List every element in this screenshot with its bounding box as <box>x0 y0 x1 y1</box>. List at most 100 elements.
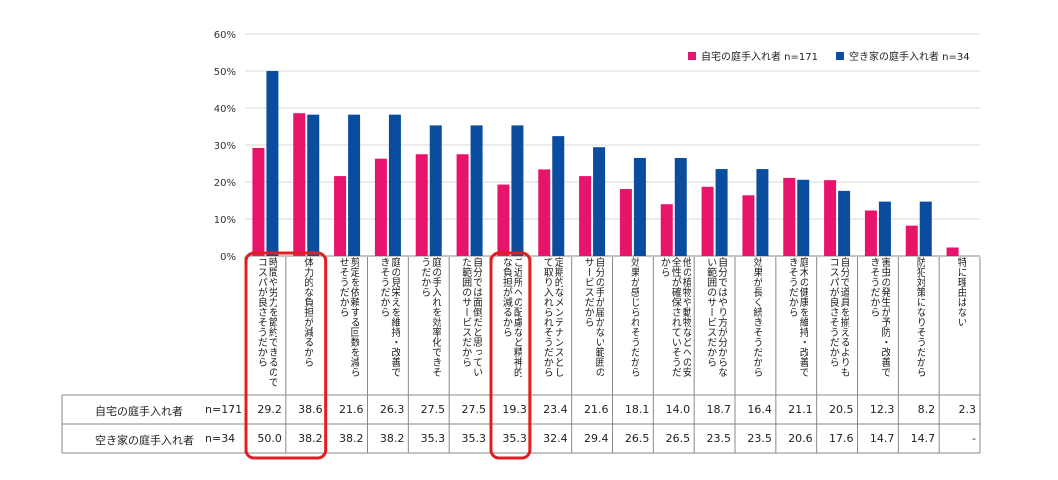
bar-vacant <box>633 157 646 256</box>
x-category-label: 庭木の健康を維持・改善で きそうだから <box>786 257 809 377</box>
bar-home <box>619 189 632 256</box>
bar-home <box>456 154 469 256</box>
data-cell: 21.6 <box>338 403 364 416</box>
bar-home <box>701 186 714 256</box>
bar-home <box>946 247 959 256</box>
data-cell: 23.5 <box>747 432 772 445</box>
data-cell: 35.3 <box>461 432 486 445</box>
bar-vacant <box>307 114 320 256</box>
data-cell: 50.0 <box>257 432 282 445</box>
x-category-label: 庭の見栄えを維持・改善で きそうだから <box>377 257 400 377</box>
data-cell: 35.3 <box>502 432 527 445</box>
legend-swatch <box>836 51 844 60</box>
x-category-label: 自分では面倒だと思ってい た範囲のサービスだから <box>459 257 482 377</box>
bar-vacant <box>429 125 442 256</box>
data-cell: 16.4 <box>747 403 772 416</box>
data-cell: 38.6 <box>298 403 323 416</box>
highlight-box <box>489 251 532 460</box>
legend-item: 空き家の庭手入れ者 n=34 <box>836 48 970 63</box>
x-category-label: 自分ではやり方が分からな い範囲のサービスだから <box>704 257 727 377</box>
data-cell: 14.7 <box>869 432 895 445</box>
data-cell: 14.0 <box>665 403 691 416</box>
highlight-box <box>244 251 328 460</box>
x-category-label: 防犯対策になりそうだから <box>914 257 926 377</box>
data-cell: 27.5 <box>420 403 446 416</box>
data-cell: 29.4 <box>583 432 609 445</box>
bar-home <box>538 169 551 256</box>
bar-home <box>905 225 918 256</box>
bar-home <box>334 176 347 256</box>
data-cell: 26.3 <box>379 403 405 416</box>
data-cell: - <box>972 432 976 445</box>
x-category-label: 他の植物や動物などへの安 全性が確保されていそうだ から <box>658 257 692 377</box>
x-category-label: 特に理由はない <box>955 257 967 327</box>
row-label-vacant: 空き家の庭手入れ者 <box>95 434 194 447</box>
bar-vacant <box>266 71 279 256</box>
y-tick-label: 0% <box>220 252 236 263</box>
bar-home <box>579 176 592 256</box>
data-cell: 20.5 <box>828 403 854 416</box>
data-cell: 12.3 <box>869 403 895 416</box>
data-cell: 35.3 <box>420 432 446 445</box>
bar-vacant <box>878 201 891 256</box>
bar-home <box>742 195 755 256</box>
y-tick-label: 20% <box>214 178 236 189</box>
data-cell: 17.6 <box>828 432 854 445</box>
legend-label: 空き家の庭手入れ者 n=34 <box>849 52 970 63</box>
data-cell: 23.4 <box>543 403 568 416</box>
bar-home <box>252 147 265 256</box>
y-tick-label: 60% <box>214 30 236 41</box>
data-cell: 23.5 <box>706 432 731 445</box>
row-label-home: 自宅の庭手入れ者 <box>95 405 183 418</box>
x-category-label: 効果が長く続きそうだから <box>750 257 762 377</box>
bar-home <box>824 180 837 256</box>
bar-home <box>660 204 673 256</box>
bar-home <box>374 158 387 256</box>
data-cell: 21.6 <box>583 403 609 416</box>
data-cell: 26.5 <box>624 432 650 445</box>
data-cell: 38.2 <box>338 432 364 445</box>
bar-vacant <box>511 125 524 256</box>
bar-home <box>497 184 510 256</box>
x-category-label: 効果が感じられそうだから <box>628 257 640 377</box>
data-cell: 26.5 <box>665 432 691 445</box>
data-cell: 18.1 <box>624 403 650 416</box>
bar-home <box>864 210 877 256</box>
bar-home <box>293 113 306 257</box>
bar-vacant <box>919 201 932 256</box>
y-tick-label: 10% <box>214 215 236 226</box>
bar-vacant <box>593 147 606 256</box>
y-tick-label: 40% <box>214 104 236 115</box>
data-cell: 29.2 <box>257 403 282 416</box>
bar-vacant <box>470 125 483 256</box>
data-cell: 21.1 <box>788 403 813 416</box>
x-category-label: 剪定を依頼する回数を減ら せそうだから <box>337 257 360 377</box>
legend-item: 自宅の庭手入れ者 n=171 <box>688 48 818 63</box>
legend-label: 自宅の庭手入れ者 n=171 <box>701 52 818 63</box>
data-cell: 18.7 <box>706 403 731 416</box>
x-category-label: 時間や労力を節約できるので コスパが良さそうだから <box>255 257 278 387</box>
bar-vacant <box>756 169 769 256</box>
row-n-home: n=171 <box>205 403 243 416</box>
x-category-label: 害虫の発生が予防・改善で きそうだから <box>867 257 890 377</box>
bar-vacant <box>552 136 565 256</box>
row-n-vacant: n=34 <box>205 432 236 445</box>
legend-swatch <box>688 51 696 60</box>
y-tick-label: 30% <box>214 141 236 152</box>
bar-vacant <box>388 114 401 256</box>
data-cell: 19.3 <box>502 403 527 416</box>
x-category-label: 定期的なメンテナンスとし て取り入れられそうだから <box>541 257 564 377</box>
data-cell: 38.2 <box>379 432 405 445</box>
x-category-label: 庭の手入れを効率化できそ うだから <box>418 257 441 377</box>
x-category-label: ご近所への配慮など精神的 な負担が減るから <box>500 257 523 377</box>
x-category-label: 自分で道具を揃えるよりも コスパが良さそうだから <box>827 257 850 377</box>
y-tick-label: 50% <box>214 67 236 78</box>
bar-vacant <box>838 190 851 256</box>
data-cell: 8.2 <box>917 403 936 416</box>
bar-vacant <box>348 114 361 256</box>
data-cell: 32.4 <box>543 432 568 445</box>
data-cell: 2.3 <box>958 403 976 416</box>
x-category-label: 体力的な負担が減るから <box>301 257 313 367</box>
data-cell: 14.7 <box>910 432 936 445</box>
